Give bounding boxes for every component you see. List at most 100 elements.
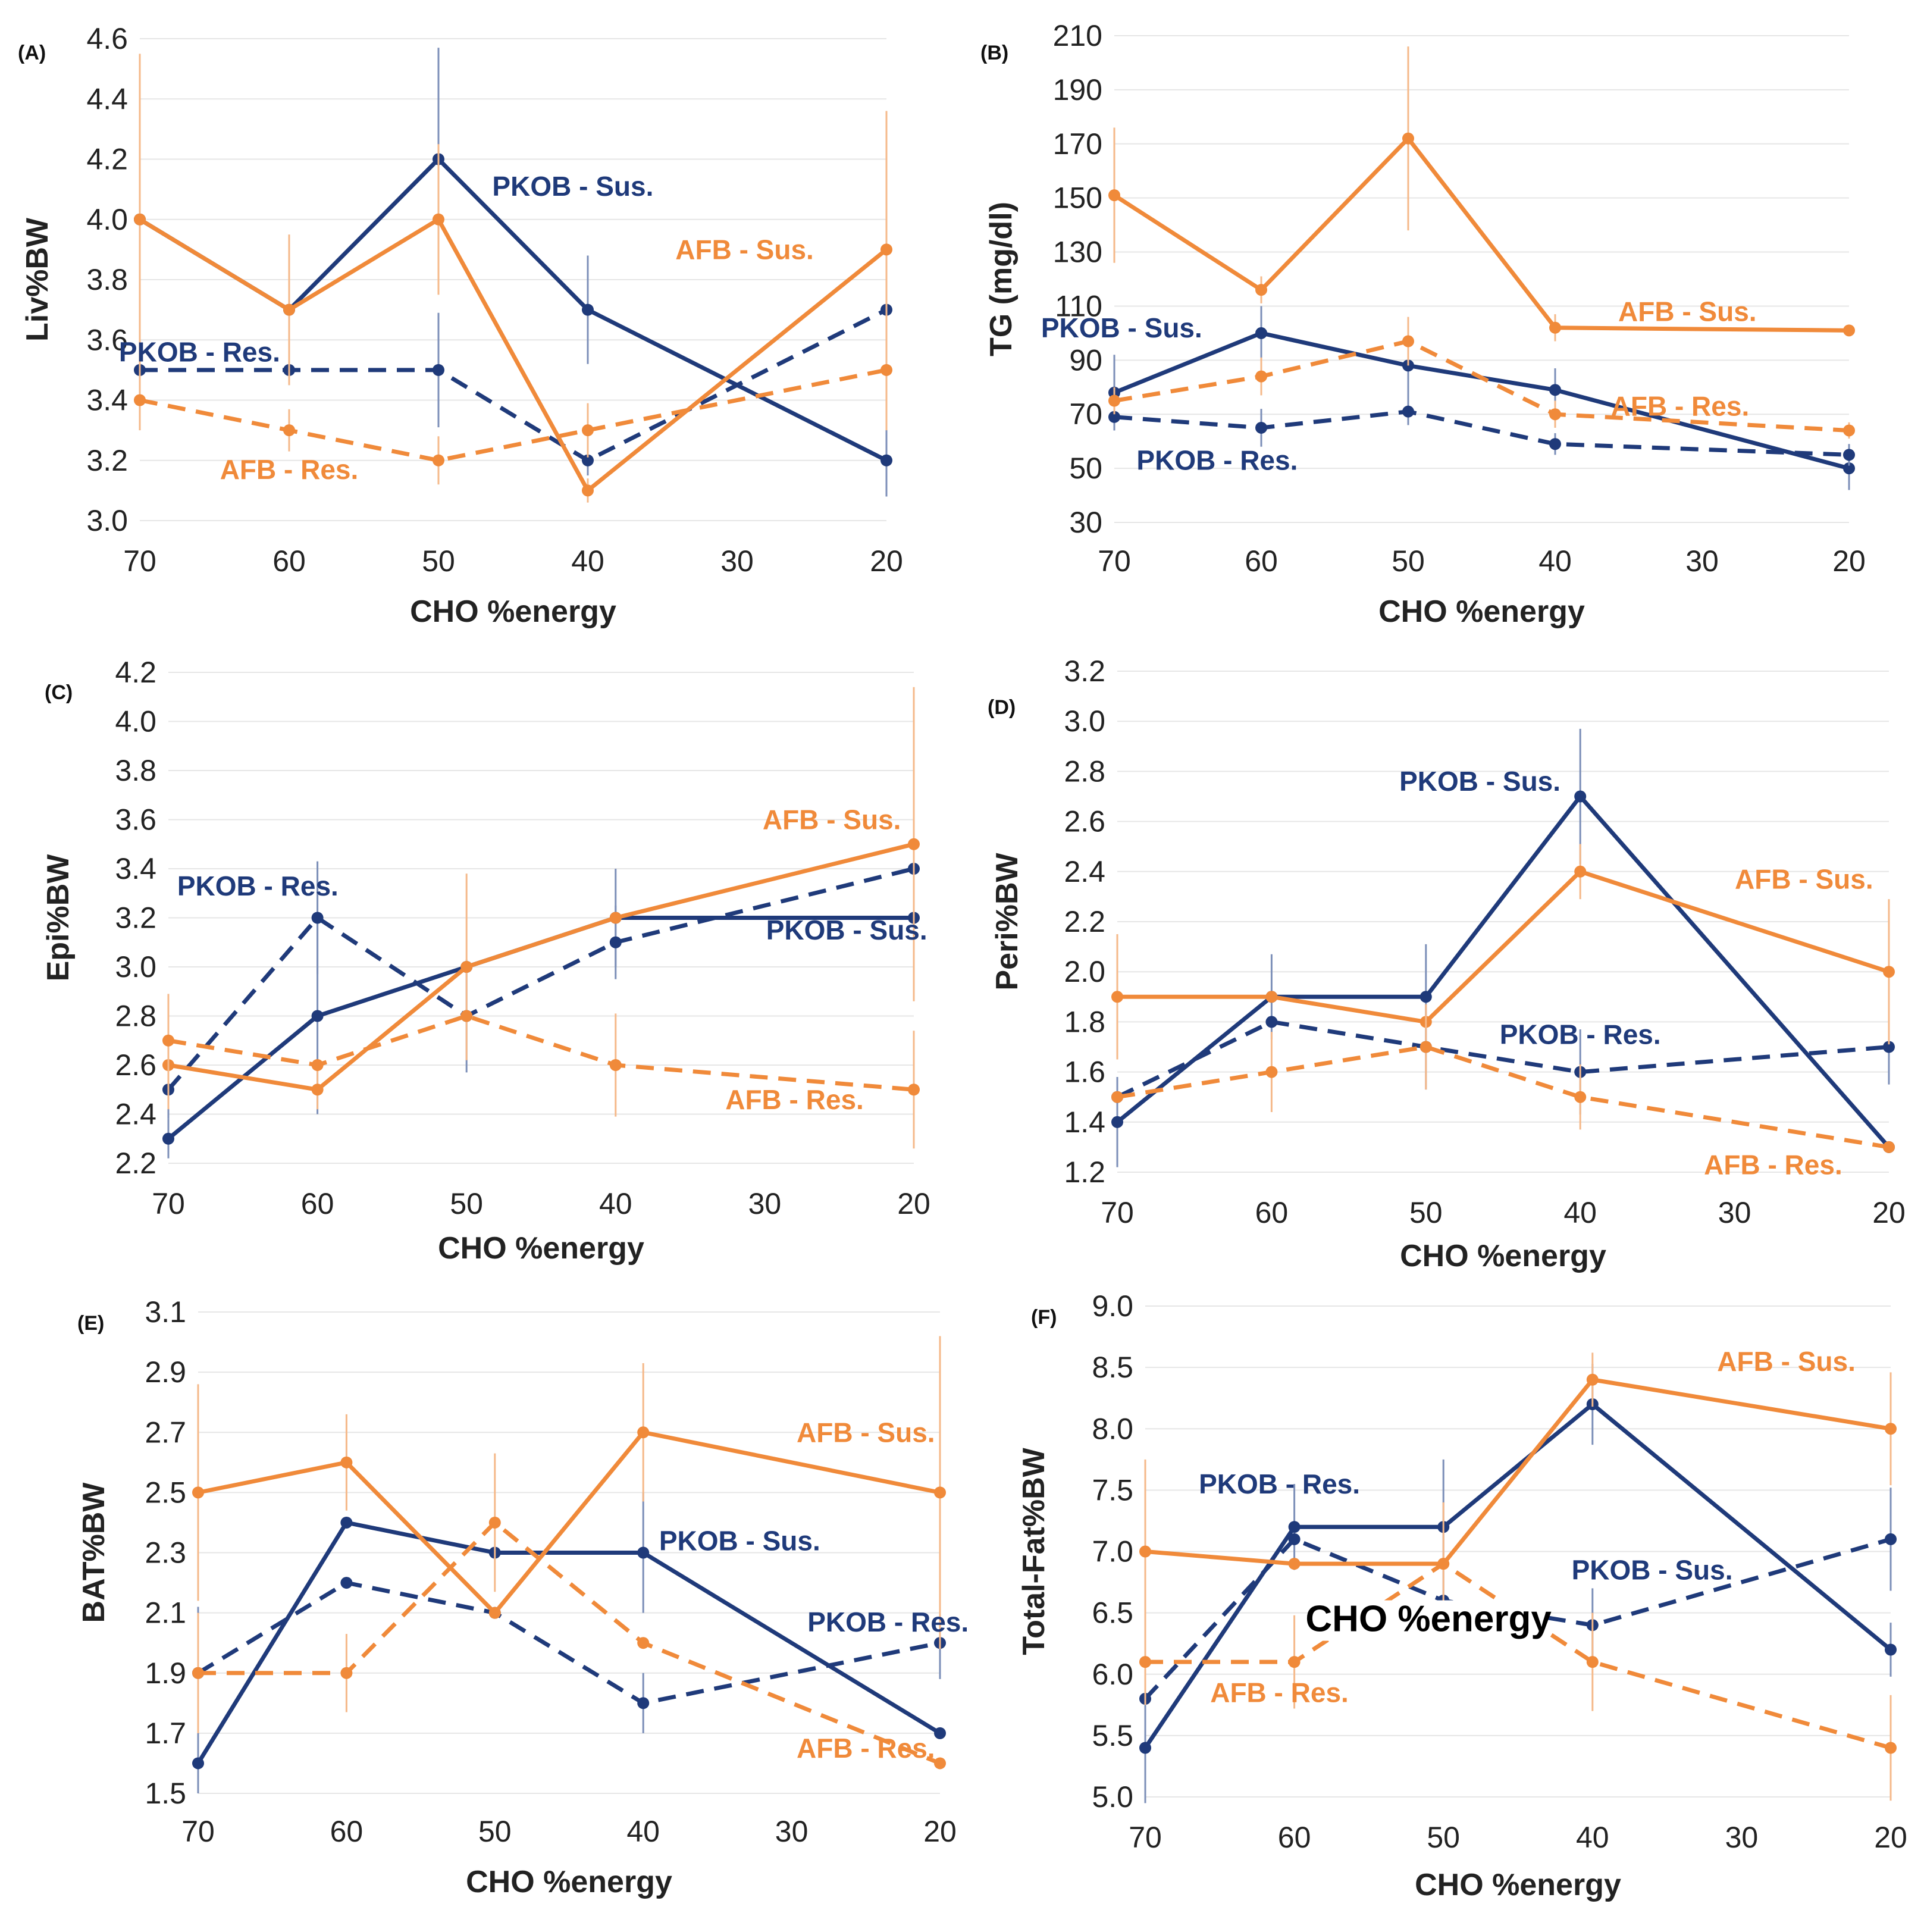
- series-line: [168, 1014, 914, 1092]
- data-point: [1574, 790, 1587, 803]
- data-point: [340, 1516, 353, 1529]
- y-tick-label: 7.0: [1092, 1535, 1133, 1568]
- data-point: [1288, 1558, 1301, 1570]
- data-point: [460, 961, 473, 973]
- data-point: [283, 424, 295, 437]
- data-point: [1586, 1373, 1599, 1386]
- x-tick-label: 60: [1278, 1821, 1311, 1854]
- series-line: [140, 308, 888, 463]
- y-tick-label: 210: [1053, 19, 1102, 52]
- data-point: [433, 454, 444, 466]
- data-point: [192, 1757, 204, 1770]
- y-tick-label: 3.2: [1064, 655, 1105, 688]
- x-tick-label: 30: [720, 544, 754, 578]
- data-point: [1885, 1643, 1897, 1656]
- series-afb-res: [1139, 1502, 1897, 1801]
- series-afb-sus: [192, 1336, 946, 1649]
- data-point: [934, 1486, 946, 1499]
- y-tick-label: 3.4: [115, 852, 156, 885]
- data-point: [582, 484, 594, 497]
- data-point: [488, 1607, 501, 1619]
- y-tick-label: 3.0: [86, 504, 128, 537]
- data-point: [1885, 1533, 1897, 1545]
- data-point: [311, 1059, 324, 1071]
- y-tick-label: 1.5: [145, 1777, 186, 1810]
- series-annotation: PKOB - Res.: [807, 1607, 969, 1637]
- data-point: [1420, 1041, 1432, 1053]
- chart-panel-4: 1.2 1.4 1.6 1.8 2.0 2.2 2.4 2.6 2.8 3.0 3.2 70 60 50 4…: [988, 655, 1906, 1273]
- data-point: [1586, 1656, 1599, 1668]
- y-tick-label: 1.4: [1064, 1106, 1105, 1139]
- series-line: [198, 1520, 941, 1765]
- y-axis-label: Peri%BW: [990, 853, 1024, 991]
- x-tick-label: 30: [1685, 544, 1719, 578]
- y-tick-label: 110: [1055, 289, 1102, 322]
- data-point: [340, 1456, 353, 1468]
- data-point: [582, 303, 594, 316]
- data-point: [1437, 1558, 1450, 1570]
- data-point: [433, 213, 444, 226]
- y-tick-label: 190: [1053, 73, 1102, 107]
- y-tick-label: 5.5: [1092, 1719, 1133, 1752]
- y-tick-label: 90: [1069, 343, 1102, 377]
- x-axis-label: CHO %energy: [1415, 1868, 1621, 1902]
- x-tick-label: 60: [330, 1815, 364, 1848]
- data-point: [609, 1059, 622, 1071]
- x-tick-label: 70: [1129, 1821, 1162, 1854]
- x-tick-label: 30: [1725, 1821, 1759, 1854]
- x-tick-label: 70: [181, 1815, 215, 1848]
- y-tick-label: 70: [1069, 397, 1102, 431]
- data-point: [311, 1010, 324, 1022]
- data-point: [637, 1697, 650, 1709]
- data-point: [609, 912, 622, 924]
- data-point: [1255, 284, 1267, 296]
- y-tick-label: 6.5: [1092, 1596, 1133, 1630]
- x-tick-label: 40: [599, 1187, 632, 1220]
- x-tick-label: 20: [1832, 544, 1866, 578]
- y-tick-label: 8.5: [1092, 1351, 1133, 1384]
- y-tick-label: 1.6: [1064, 1056, 1105, 1089]
- y-tick-label: 2.5: [145, 1476, 186, 1509]
- data-point: [1255, 327, 1267, 339]
- x-tick-label: 50: [478, 1815, 512, 1848]
- y-tick-label: 2.8: [115, 1000, 156, 1033]
- x-tick-label: 40: [1538, 544, 1572, 578]
- data-point: [1843, 449, 1855, 461]
- chart-panel-1: 3.0 3.2 3.4 3.6 3.8 4.0 4.2 4.4 4.6 70 60 50 40 30 20 C…: [18, 22, 903, 629]
- x-tick-label: 50: [422, 544, 455, 578]
- y-tick-label: 3.4: [86, 384, 128, 417]
- data-point: [1883, 966, 1895, 978]
- y-tick-label: 2.7: [145, 1416, 186, 1449]
- series-line: [196, 1520, 941, 1765]
- x-tick-label: 20: [897, 1187, 930, 1220]
- y-tick-label: 3.8: [86, 263, 128, 296]
- data-point: [880, 364, 892, 376]
- chart-panel-6: 5.0 5.5 6.0 6.5 7.0 7.5 8.0 8.5 9.0 70 60 50 40 30 20 C…: [1017, 1289, 1907, 1902]
- series-annotation: PKOB - Sus.: [492, 171, 653, 202]
- y-tick-label: 50: [1069, 452, 1102, 485]
- x-tick-label: 60: [272, 544, 306, 578]
- y-tick-label: 4.2: [115, 656, 156, 689]
- series-afb-res: [162, 994, 920, 1149]
- data-point: [1885, 1423, 1897, 1435]
- y-tick-label: 2.4: [1064, 855, 1105, 888]
- data-point: [637, 1546, 650, 1559]
- data-point: [1420, 991, 1432, 1003]
- data-point: [1139, 1656, 1151, 1668]
- series-annotation: PKOB - Sus.: [1041, 312, 1202, 343]
- series-annotation: AFB - Res.: [797, 1733, 935, 1764]
- y-tick-label: 3.0: [115, 950, 156, 984]
- panel-label: (A): [18, 42, 46, 64]
- y-tick-label: 3.2: [115, 901, 156, 935]
- series-annotation: AFB - Res.: [1210, 1677, 1349, 1708]
- data-point: [1111, 1091, 1123, 1103]
- y-tick-label: 4.4: [86, 82, 128, 115]
- series-annotation: AFB - Sus.: [1618, 296, 1757, 327]
- x-tick-label: 20: [1872, 1196, 1906, 1229]
- series-pkob-sus: [134, 48, 892, 497]
- data-point: [582, 454, 594, 466]
- y-tick-label: 2.6: [115, 1048, 156, 1082]
- x-tick-label: 50: [1392, 544, 1425, 578]
- x-tick-label: 40: [1576, 1821, 1609, 1854]
- data-point: [1843, 424, 1855, 437]
